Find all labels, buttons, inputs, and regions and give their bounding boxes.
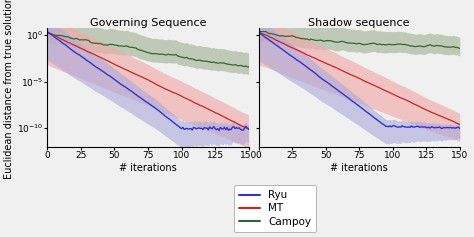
Title: Governing Sequence: Governing Sequence (90, 18, 206, 28)
Y-axis label: Euclidean distance from true solution: Euclidean distance from true solution (4, 0, 14, 179)
X-axis label: # iterations: # iterations (330, 163, 388, 173)
Legend: Ryu, MT, Campoy: Ryu, MT, Campoy (234, 185, 316, 232)
Title: Shadow sequence: Shadow sequence (309, 18, 410, 28)
X-axis label: # iterations: # iterations (119, 163, 177, 173)
